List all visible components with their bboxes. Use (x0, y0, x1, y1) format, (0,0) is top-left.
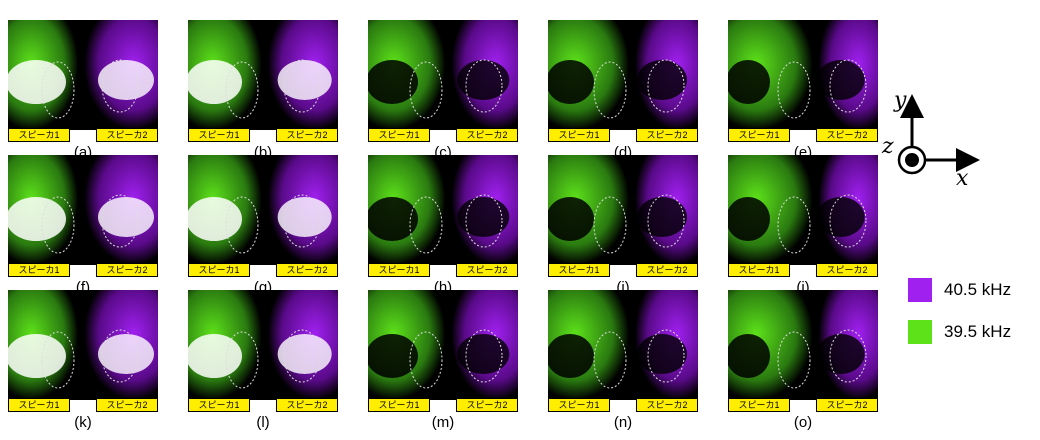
field-image (368, 290, 518, 400)
panel-caption: (l) (256, 414, 270, 431)
panel-caption: (m) (431, 414, 455, 431)
field-image (728, 155, 878, 265)
speaker-2-label: スピーカ2 (816, 398, 878, 412)
field-image (368, 20, 518, 130)
field-image (8, 155, 158, 265)
speaker-2-label: スピーカ2 (636, 263, 698, 277)
speaker-2-label: スピーカ2 (636, 128, 698, 142)
y-axis-label: y (894, 88, 907, 113)
field-image (188, 290, 338, 400)
speaker-1-label: スピーカ1 (548, 398, 610, 412)
panel-caption: (o) (793, 414, 813, 431)
speaker-2-label: スピーカ2 (816, 263, 878, 277)
field-image (8, 20, 158, 130)
speaker-1-label: スピーカ1 (548, 128, 610, 142)
speaker-1-label: スピーカ1 (188, 398, 250, 412)
field-image (728, 20, 878, 130)
legend-swatch-purple (908, 278, 932, 302)
speaker-1-label: スピーカ1 (548, 263, 610, 277)
field-image (728, 290, 878, 400)
field-image (548, 20, 698, 130)
speaker-2-label: スピーカ2 (456, 398, 518, 412)
legend-swatch-green (908, 320, 932, 344)
x-axis-label: x (956, 166, 969, 191)
speaker-2-label: スピーカ2 (96, 398, 158, 412)
speaker-2-label: スピーカ2 (816, 128, 878, 142)
speaker-1-label: スピーカ1 (728, 263, 790, 277)
field-image (548, 155, 698, 265)
z-axis-label: z (882, 134, 894, 159)
speaker-2-label: スピーカ2 (96, 263, 158, 277)
speaker-1-label: スピーカ1 (728, 128, 790, 142)
speaker-2-label: スピーカ2 (636, 398, 698, 412)
field-image (188, 155, 338, 265)
panel-caption: (n) (613, 414, 633, 431)
speaker-2-label: スピーカ2 (276, 128, 338, 142)
speaker-1-label: スピーカ1 (368, 398, 430, 412)
axes-icon (897, 94, 980, 175)
speaker-2-label: スピーカ2 (276, 263, 338, 277)
legend-label: 40.5 kHz (944, 280, 1012, 299)
speaker-1-label: スピーカ1 (368, 128, 430, 142)
speaker-1-label: スピーカ1 (8, 263, 70, 277)
coordinate-axes: y z x (880, 88, 990, 200)
speaker-2-label: スピーカ2 (456, 263, 518, 277)
speaker-2-label: スピーカ2 (96, 128, 158, 142)
speaker-2-label: スピーカ2 (276, 398, 338, 412)
speaker-1-label: スピーカ1 (8, 398, 70, 412)
panel-caption: (k) (74, 414, 92, 431)
speaker-1-label: スピーカ1 (368, 263, 430, 277)
field-image (368, 155, 518, 265)
speaker-1-label: スピーカ1 (188, 263, 250, 277)
speaker-1-label: スピーカ1 (728, 398, 790, 412)
speaker-2-label: スピーカ2 (456, 128, 518, 142)
field-image (548, 290, 698, 400)
field-image (188, 20, 338, 130)
legend-label: 39.5 kHz (944, 322, 1012, 341)
speaker-1-label: スピーカ1 (8, 128, 70, 142)
field-image (8, 290, 158, 400)
speaker-1-label: スピーカ1 (188, 128, 250, 142)
